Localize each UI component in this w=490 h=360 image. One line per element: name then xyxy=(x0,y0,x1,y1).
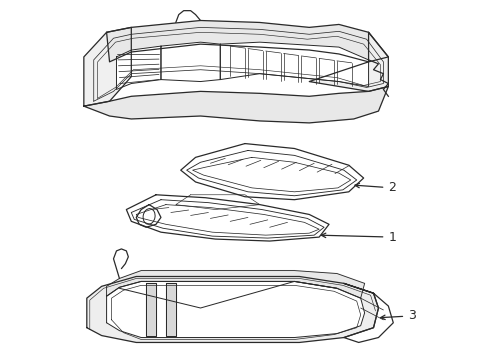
Text: 2: 2 xyxy=(355,181,396,194)
Polygon shape xyxy=(176,195,260,210)
Polygon shape xyxy=(136,204,161,227)
Polygon shape xyxy=(117,46,161,89)
Polygon shape xyxy=(84,86,389,123)
Polygon shape xyxy=(107,21,389,62)
Polygon shape xyxy=(220,42,368,86)
Polygon shape xyxy=(87,276,378,342)
Text: 3: 3 xyxy=(381,309,416,322)
Polygon shape xyxy=(309,32,389,91)
Polygon shape xyxy=(126,195,329,241)
Polygon shape xyxy=(107,271,365,298)
Polygon shape xyxy=(344,283,393,342)
Polygon shape xyxy=(107,282,365,338)
Polygon shape xyxy=(146,283,156,336)
Polygon shape xyxy=(84,27,131,106)
Text: 1: 1 xyxy=(321,231,396,244)
Polygon shape xyxy=(181,144,364,200)
Polygon shape xyxy=(166,283,176,336)
Polygon shape xyxy=(161,42,220,82)
